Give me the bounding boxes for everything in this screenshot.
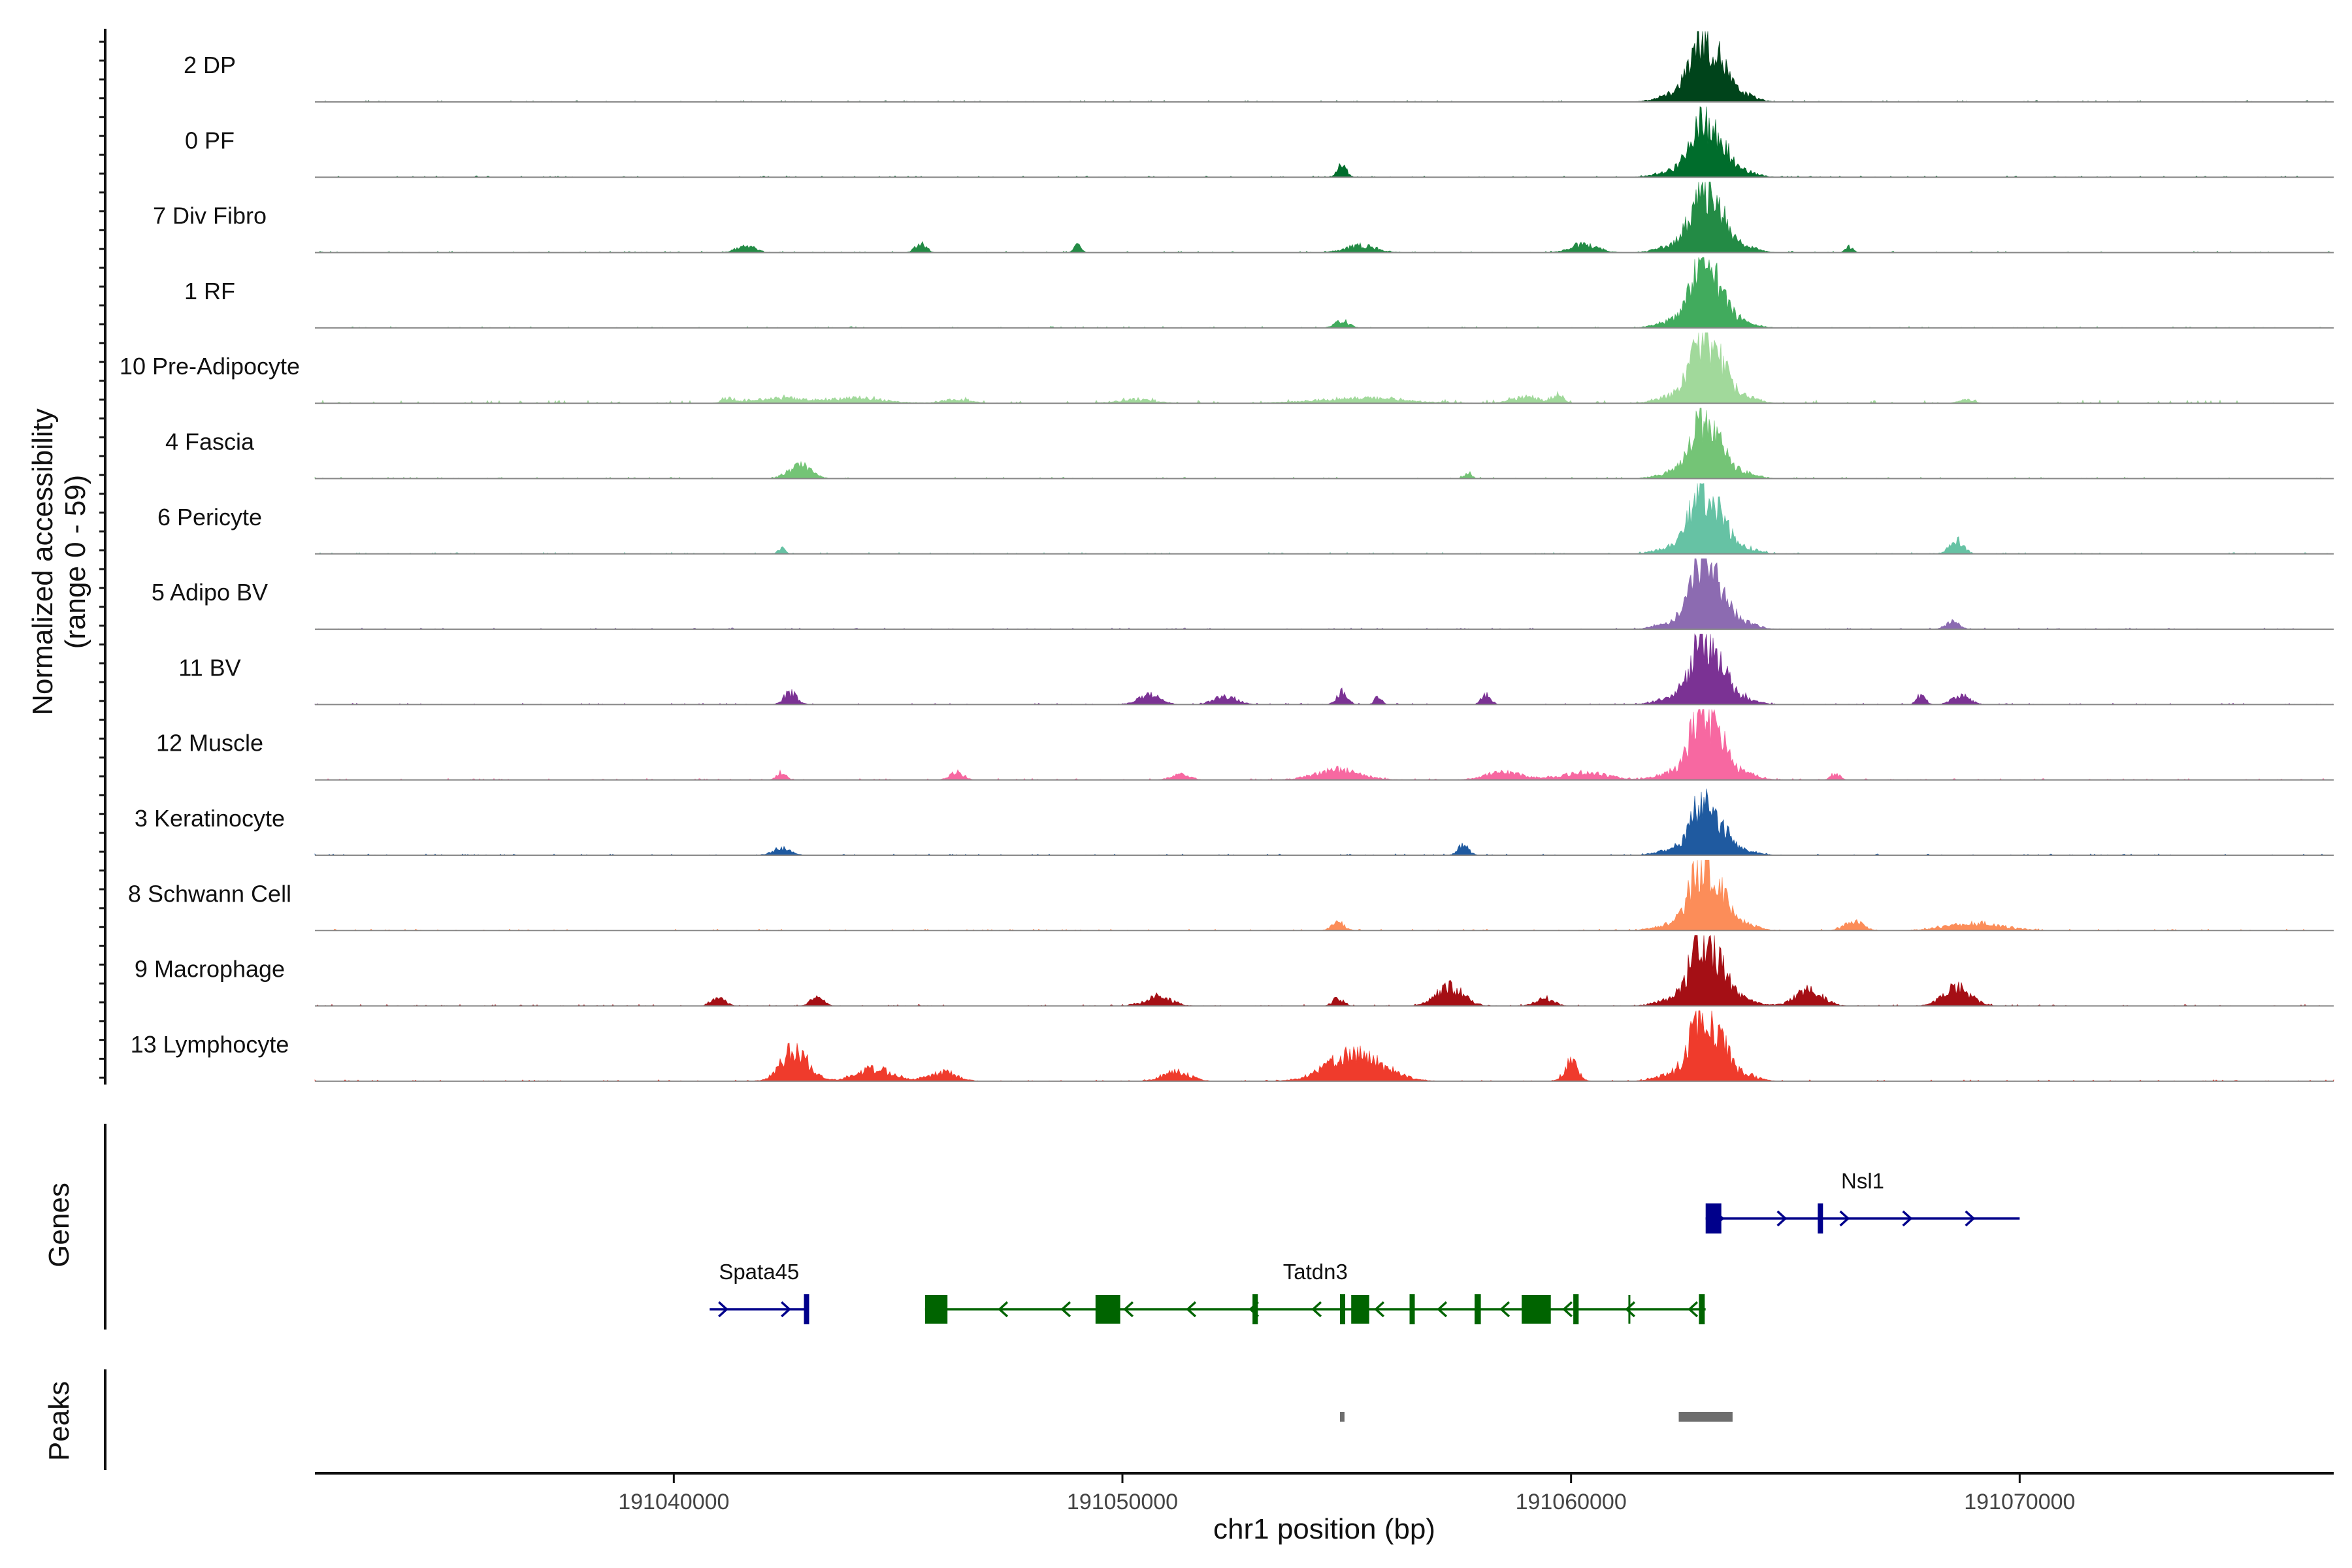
track-label: 0 PF [185, 127, 235, 154]
y-axis-label-line1: Normalized accessibility [27, 408, 59, 715]
track-label: 12 Muscle [156, 730, 263, 757]
track-13-lymphocyte: 13 Lymphocyte [131, 1010, 2334, 1082]
track-11-bv: 11 BV [178, 633, 2334, 706]
track-label: 10 Pre-Adipocyte [120, 353, 300, 380]
exon [1252, 1294, 1258, 1324]
exon [1709, 1203, 1722, 1233]
strand-arrow [1688, 1301, 1699, 1318]
track-label: 2 DP [184, 52, 236, 78]
exon [1573, 1294, 1579, 1324]
peak-region [1340, 1412, 1345, 1422]
strand-arrow [1839, 1210, 1850, 1227]
coverage-area [314, 408, 2334, 479]
coverage-area [314, 633, 2334, 705]
coverage-area [314, 789, 2334, 856]
track-4-fascia: 4 Fascia [165, 408, 2334, 480]
track-5-adipo-bv: 5 Adipo BV [152, 558, 2334, 630]
coverage-area [315, 483, 2334, 555]
track-7-div-fibro: 7 Div Fibro [153, 182, 2334, 253]
y-axis-label-line2: (range 0 - 59) [59, 475, 91, 649]
exon [1705, 1203, 1711, 1233]
exon [1351, 1295, 1369, 1324]
track-label: 8 Schwann Cell [128, 880, 291, 907]
genes-axis-label: Genes [43, 1183, 75, 1267]
track-label: 6 Pericyte [157, 504, 262, 531]
coverage-area [315, 934, 2334, 1007]
coverage-area [315, 182, 2334, 253]
track-9-macrophage: 9 Macrophage [135, 934, 2334, 1007]
gene-tatdn3: Tatdn3 [924, 1260, 1706, 1324]
track-label: 5 Adipo BV [152, 579, 268, 606]
strand-arrow [1123, 1301, 1134, 1318]
track-8-schwann-cell: 8 Schwann Cell [128, 860, 2334, 932]
gene-label: Tatdn3 [1283, 1260, 1348, 1284]
strand-arrow [1625, 1301, 1636, 1318]
track-label: 13 Lymphocyte [131, 1031, 289, 1058]
track-3-keratinocyte: 3 Keratinocyte [135, 789, 2334, 856]
gene-label: Spata45 [719, 1260, 799, 1284]
gene-label: Nsl1 [1841, 1169, 1884, 1193]
strand-arrow [1902, 1210, 1913, 1227]
coverage-area [315, 709, 2334, 781]
x-tick-label: 191050000 [1067, 1490, 1178, 1514]
exon [1409, 1294, 1415, 1324]
x-axis-label: chr1 position (bp) [1213, 1513, 1435, 1545]
exon [1095, 1295, 1120, 1324]
coverage-tracks: 2 DP 0 PF 7 Div Fibro 1 RF 10 Pre-Adipocyte 4… [120, 31, 2334, 1082]
strand-arrow [718, 1301, 728, 1318]
exon [924, 1295, 948, 1324]
strand-arrow [1499, 1301, 1511, 1318]
coverage-area [315, 31, 2334, 103]
x-tick-label: 191040000 [618, 1490, 729, 1514]
x-tick-label: 191060000 [1516, 1490, 1627, 1514]
strand-arrow [781, 1301, 791, 1318]
exon [1818, 1203, 1823, 1233]
track-2-dp: 2 DP [184, 31, 2334, 103]
track-0-pf: 0 PF [185, 106, 2334, 178]
coverage-area [315, 106, 2334, 178]
strand-arrow [1060, 1301, 1071, 1318]
strand-arrow [998, 1301, 1009, 1318]
axes: 191040000 191050000 191060000 191070000 Nor… [27, 29, 2334, 1545]
coverage-area [315, 332, 2334, 404]
coverage-area [315, 860, 2334, 931]
track-6-pericyte: 6 Pericyte [157, 483, 2334, 555]
track-label: 4 Fascia [165, 429, 255, 455]
track-label: 11 BV [178, 654, 240, 681]
strand-arrow [1437, 1301, 1448, 1318]
x-tick-label: 191070000 [1964, 1490, 2075, 1514]
y-axis-ticks [99, 41, 105, 1079]
exon [1522, 1295, 1551, 1324]
exon [804, 1294, 809, 1324]
strand-arrow [1374, 1301, 1385, 1318]
gene-annotation-track: Nsl1 Spata45 Tatdn3 [710, 1169, 2020, 1324]
strand-arrow [1965, 1210, 1976, 1227]
coverage-area [315, 257, 2334, 329]
track-label: 1 RF [184, 278, 235, 304]
gene-spata45: Spata45 [710, 1260, 809, 1324]
exon [1699, 1294, 1705, 1324]
peaks-track [1340, 1412, 1733, 1422]
peaks-axis-label: Peaks [43, 1381, 75, 1461]
strand-arrow [1186, 1301, 1197, 1318]
strand-arrow [1562, 1301, 1573, 1318]
track-label: 9 Macrophage [135, 956, 285, 983]
track-12-muscle: 12 Muscle [156, 709, 2334, 781]
peak-region [1678, 1412, 1733, 1422]
track-label: 7 Div Fibro [153, 203, 267, 229]
track-1-rf: 1 RF [184, 257, 2334, 329]
track-10-pre-adipocyte: 10 Pre-Adipocyte [120, 332, 2334, 404]
exon [1340, 1294, 1345, 1324]
strand-arrow [1311, 1301, 1322, 1318]
exon [1475, 1294, 1481, 1324]
gene-nsl1: Nsl1 [1705, 1169, 2020, 1233]
coverage-area [315, 558, 2334, 630]
coverage-area [314, 1010, 2334, 1082]
x-axis-ticks: 191040000 191050000 191060000 191070000 [618, 1475, 2075, 1514]
strand-arrow [1776, 1210, 1788, 1227]
track-label: 3 Keratinocyte [135, 805, 285, 832]
